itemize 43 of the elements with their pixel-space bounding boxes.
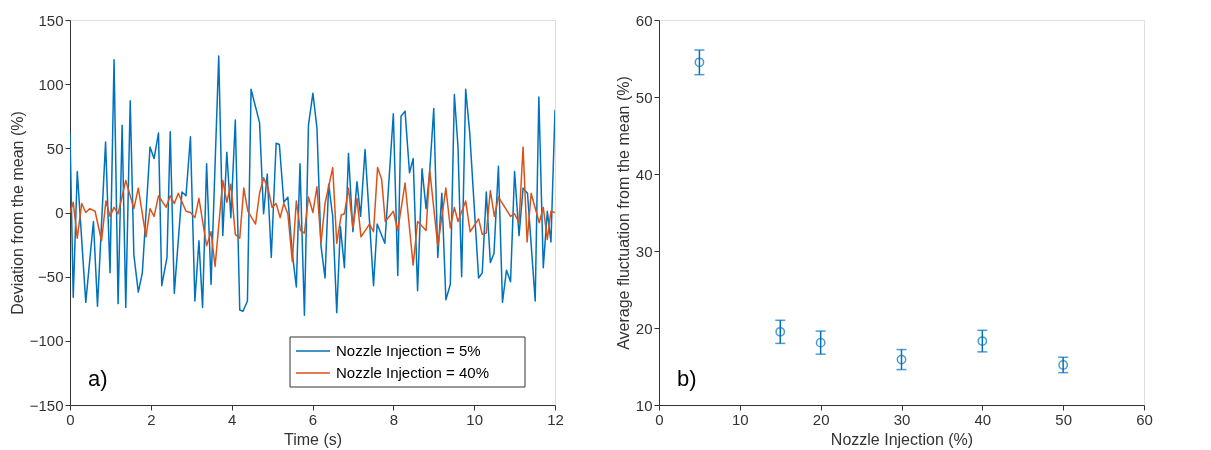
y-tick-label: 40 — [635, 165, 653, 183]
x-tick-label: 50 — [1055, 410, 1073, 428]
y-axis-title: Deviation from the mean (%) — [8, 111, 26, 315]
x-axis-title: Nozzle Injection (%) — [830, 430, 974, 448]
point — [694, 57, 705, 68]
y-tick-label: 150 — [38, 11, 64, 29]
x-tick-label: 4 — [227, 410, 237, 428]
x-tick-label: 10 — [466, 410, 484, 428]
x-tick-label: 40 — [974, 410, 992, 428]
x-tick-label: 6 — [308, 410, 318, 428]
y-axis-title: Average fluctuation from the mean (%) — [614, 76, 632, 350]
x-tick-label: 10 — [731, 410, 749, 428]
y-tick-label: 0 — [55, 204, 64, 221]
point — [815, 337, 826, 348]
y-tick-label: 50 — [46, 139, 64, 157]
y-tick-label: 30 — [635, 242, 653, 260]
point — [1058, 360, 1069, 370]
annotation: a) — [88, 366, 108, 391]
y-tick-label: −100 — [29, 332, 64, 350]
y-tick-label: −50 — [38, 268, 64, 286]
x-tick-label: 0 — [66, 410, 75, 428]
x-tick-label: 0 — [655, 410, 664, 428]
legend-label: Nozzle Injection = 40% — [336, 364, 490, 381]
line-series — [70, 146, 555, 268]
x-tick-label: 30 — [893, 410, 911, 428]
x-tick-label: 12 — [547, 410, 564, 428]
y-tick-label: 10 — [635, 396, 653, 414]
x-tick-label: 2 — [147, 410, 156, 428]
point — [977, 336, 988, 347]
annotation: b) — [677, 366, 697, 391]
y-tick-label: 100 — [38, 75, 64, 93]
legend-label: Nozzle Injection = 5% — [336, 342, 481, 359]
x-tick-label: 60 — [1136, 410, 1153, 428]
line-series — [70, 55, 555, 316]
point — [775, 326, 786, 337]
y-tick-label: 60 — [635, 11, 653, 29]
y-tick-label: 50 — [635, 88, 653, 106]
x-axis-title: Time (s) — [283, 430, 343, 448]
y-tick-label: 20 — [635, 319, 653, 337]
x-tick-label: 8 — [389, 410, 399, 428]
y-tick-label: −150 — [29, 396, 64, 414]
point — [896, 354, 907, 365]
x-tick-label: 20 — [812, 410, 830, 428]
